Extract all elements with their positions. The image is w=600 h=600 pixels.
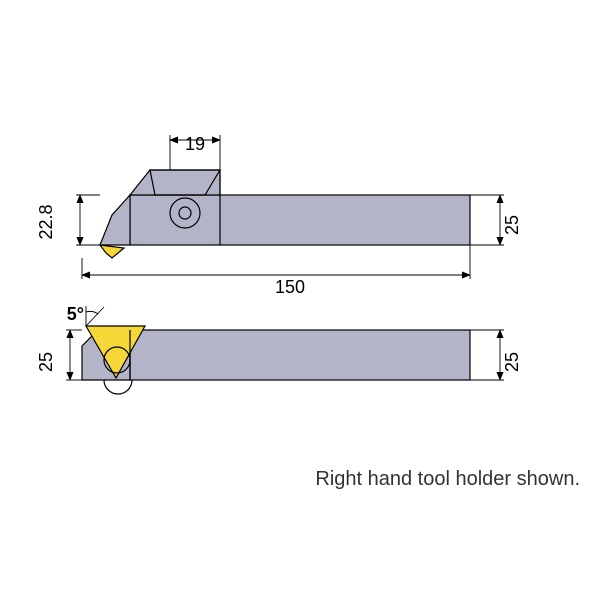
dim-label: 25 xyxy=(36,352,56,372)
side-view xyxy=(100,170,470,258)
side-head-top xyxy=(130,170,220,195)
top-relief-arc xyxy=(104,380,132,394)
side-shank xyxy=(130,195,470,245)
dim-label: 19 xyxy=(185,134,205,154)
dim-label: 22.8 xyxy=(36,204,56,239)
technical-drawing: 19 22.8 25 150 5° 25 25 Right hand tool holder… xyxy=(0,0,600,600)
side-chamfer xyxy=(100,195,130,245)
dim-label: 25 xyxy=(502,215,522,235)
dim-label: 5° xyxy=(67,304,84,324)
dim-label: 25 xyxy=(502,352,522,372)
side-insert xyxy=(100,245,124,258)
caption-text: Right hand tool holder shown. xyxy=(315,468,580,490)
top-shank xyxy=(130,330,470,380)
dim-label: 150 xyxy=(275,277,305,297)
top-view xyxy=(82,326,470,394)
